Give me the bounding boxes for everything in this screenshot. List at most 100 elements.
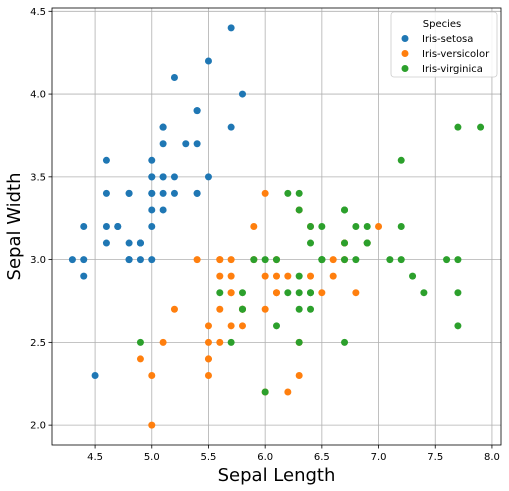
- data-point: [477, 123, 485, 131]
- data-point: [363, 223, 371, 230]
- data-point: [136, 338, 144, 346]
- data-point: [386, 256, 394, 264]
- data-point: [238, 305, 246, 313]
- data-point: [420, 289, 428, 297]
- y-tick-label: 4.5: [30, 7, 46, 18]
- data-point: [193, 107, 201, 115]
- data-point: [148, 156, 156, 164]
- legend-box: [390, 11, 498, 78]
- data-point: [409, 272, 417, 280]
- series-iris-setosa: [68, 24, 246, 379]
- data-point: [125, 239, 133, 247]
- y-tick-label: 2.5: [30, 338, 46, 349]
- data-point: [397, 156, 405, 164]
- data-point: [204, 338, 212, 346]
- data-point: [295, 371, 303, 379]
- y-tick-label: 2.0: [30, 421, 46, 432]
- data-point: [102, 156, 110, 164]
- x-axis-label: Sepal Length: [218, 465, 336, 486]
- data-point: [352, 223, 360, 230]
- x-tick-label: 6.0: [257, 452, 273, 463]
- data-point: [227, 338, 235, 346]
- data-point: [454, 322, 462, 330]
- data-point: [397, 223, 405, 230]
- data-point: [102, 189, 110, 197]
- data-point: [443, 256, 451, 264]
- legend-marker: [401, 65, 409, 72]
- data-point: [204, 322, 212, 330]
- data-point: [329, 272, 337, 280]
- data-point: [125, 189, 133, 197]
- legend-item: Iris-versicolor: [401, 49, 490, 60]
- data-point: [454, 289, 462, 297]
- data-point: [216, 256, 224, 264]
- legend-label: Iris-virginica: [422, 64, 483, 75]
- data-point: [159, 189, 167, 197]
- data-point: [204, 57, 212, 65]
- data-point: [170, 74, 178, 82]
- data-point: [170, 173, 178, 181]
- y-tick-label: 3.5: [30, 172, 46, 183]
- data-point: [318, 289, 326, 297]
- data-point: [307, 223, 315, 230]
- data-point: [204, 173, 212, 181]
- data-point: [102, 223, 110, 230]
- data-point: [261, 305, 269, 313]
- legend-items: Iris-setosa Iris-versicolor Iris-virginica: [401, 34, 490, 75]
- data-point: [227, 322, 235, 330]
- data-point: [273, 272, 280, 280]
- data-point: [170, 305, 178, 313]
- data-point: [454, 123, 462, 131]
- data-point: [295, 206, 303, 214]
- legend-label: Iris-setosa: [422, 34, 473, 45]
- data-point: [193, 189, 201, 197]
- data-point: [250, 256, 258, 264]
- data-point: [295, 289, 303, 297]
- data-point: [148, 421, 156, 429]
- data-point: [193, 256, 201, 264]
- tick-labels: 4.5 5.0 5.5 6.0 6.5 7.0 7.5 8.0 2.0 2.5 3.0 3.5 4.0 4…: [30, 7, 500, 463]
- data-point: [273, 256, 280, 264]
- data-point: [284, 289, 292, 297]
- data-point: [114, 223, 122, 230]
- x-tick-label: 8.0: [484, 452, 500, 463]
- data-point: [91, 371, 99, 379]
- data-point: [148, 371, 156, 379]
- legend-item: Iris-virginica: [401, 64, 483, 75]
- data-point: [307, 305, 315, 313]
- data-point: [216, 305, 224, 313]
- data-point: [227, 123, 235, 131]
- data-point: [341, 239, 349, 247]
- data-point: [159, 173, 167, 181]
- y-tick-label: 3.0: [30, 255, 46, 266]
- data-point: [159, 206, 167, 214]
- plot-frame: [51, 7, 502, 446]
- data-point: [102, 239, 110, 247]
- data-point: [307, 272, 315, 280]
- data-point: [295, 189, 303, 197]
- data-point: [341, 206, 349, 214]
- series-iris-virginica: [136, 123, 485, 396]
- data-point: [238, 90, 246, 98]
- y-tick-label: 4.0: [30, 90, 46, 101]
- data-point: [68, 256, 76, 264]
- x-tick-label: 4.5: [87, 452, 103, 463]
- x-tick-label: 7.0: [371, 452, 387, 463]
- data-point: [307, 289, 315, 297]
- data-point: [295, 305, 303, 313]
- data-point: [352, 289, 360, 297]
- data-point: [318, 223, 326, 230]
- data-point: [295, 272, 303, 280]
- data-point: [182, 140, 190, 148]
- data-point: [125, 256, 133, 264]
- data-point: [204, 371, 212, 379]
- data-point: [193, 140, 201, 148]
- data-point: [250, 223, 258, 230]
- x-tick-label: 5.5: [201, 452, 217, 463]
- data-point: [136, 355, 144, 363]
- data-point: [238, 289, 246, 297]
- data-point: [238, 322, 246, 330]
- data-point: [329, 256, 337, 264]
- data-point: [318, 256, 326, 264]
